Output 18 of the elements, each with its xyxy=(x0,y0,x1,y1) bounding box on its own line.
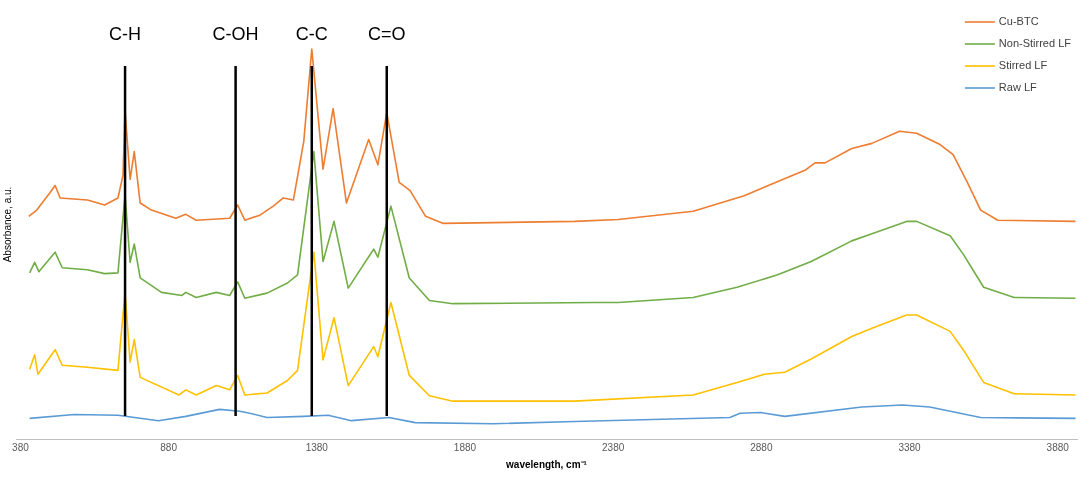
x-tick-label: 880 xyxy=(160,441,178,453)
x-tick-label: 3380 xyxy=(898,441,922,453)
legend-label: Raw LF xyxy=(998,81,1038,94)
ref-line-label: C=O xyxy=(368,24,406,44)
x-tick-label: 380 xyxy=(12,441,30,453)
ref-line-label: C-OH xyxy=(212,24,259,44)
x-tick-label: 2880 xyxy=(750,441,773,453)
legend-label: Non-Stirred LF xyxy=(998,37,1072,50)
legend-label: Cu-BTC xyxy=(998,15,1039,28)
y-axis-title: Absorbance, a.u. xyxy=(1,186,13,263)
ref-line-label: C-C xyxy=(295,24,328,44)
legend-label: Stirred LF xyxy=(998,59,1048,72)
x-tick-label: 3880 xyxy=(1046,441,1070,453)
ref-line-label: C-H xyxy=(109,24,142,44)
x-tick-label: 1380 xyxy=(305,441,329,453)
x-tick-label: 1880 xyxy=(453,441,477,453)
x-tick-label: 2380 xyxy=(602,441,625,453)
x-axis-title: wavelength, cm⁻¹ xyxy=(505,458,588,470)
